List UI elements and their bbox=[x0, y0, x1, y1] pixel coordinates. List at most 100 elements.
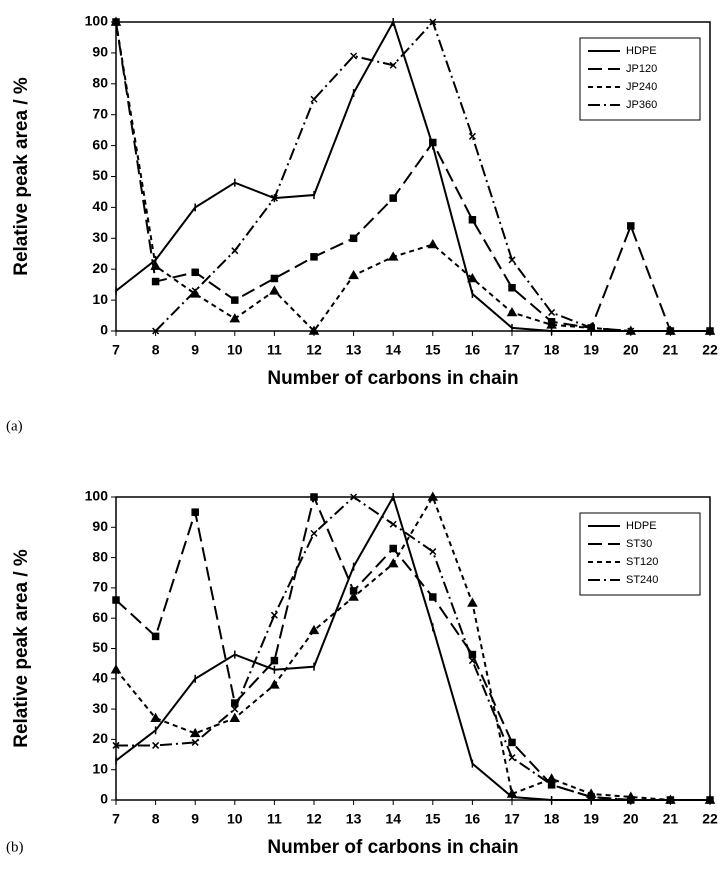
x-tick-label: 13 bbox=[346, 342, 362, 358]
panel-label: (b) bbox=[6, 839, 24, 855]
x-tick-label: 9 bbox=[191, 811, 199, 827]
panel-label: (a) bbox=[6, 418, 23, 434]
x-tick-label: 17 bbox=[504, 342, 520, 358]
y-tick-label: 70 bbox=[92, 105, 108, 121]
y-tick-label: 50 bbox=[92, 639, 108, 655]
marker bbox=[429, 138, 437, 147]
x-tick-label: 10 bbox=[227, 811, 243, 827]
marker bbox=[270, 611, 278, 619]
y-tick-label: 10 bbox=[92, 760, 108, 776]
y-tick-label: 90 bbox=[92, 518, 108, 534]
marker bbox=[706, 327, 714, 335]
x-tick-label: 7 bbox=[112, 342, 120, 358]
marker bbox=[468, 132, 476, 140]
marker bbox=[191, 738, 199, 746]
legend-label: JP120 bbox=[626, 63, 657, 75]
marker bbox=[506, 306, 518, 317]
legend-label: ST120 bbox=[626, 556, 658, 568]
y-tick-label: 100 bbox=[85, 13, 109, 29]
marker bbox=[627, 222, 635, 230]
plot-frame bbox=[115, 496, 711, 801]
marker bbox=[389, 520, 397, 528]
marker bbox=[151, 277, 160, 286]
marker bbox=[112, 741, 120, 749]
y-tick-label: 80 bbox=[92, 548, 108, 564]
x-tick-label: 13 bbox=[346, 811, 362, 827]
marker bbox=[467, 597, 478, 607]
marker bbox=[627, 796, 635, 804]
marker bbox=[110, 664, 122, 674]
legend-box bbox=[579, 37, 701, 121]
marker bbox=[152, 327, 160, 335]
marker bbox=[429, 593, 437, 601]
marker bbox=[310, 95, 318, 103]
marker bbox=[150, 260, 161, 270]
marker bbox=[112, 596, 120, 604]
y-tick-label: 70 bbox=[92, 579, 108, 595]
series-line bbox=[115, 21, 710, 333]
series-line bbox=[115, 494, 710, 801]
marker bbox=[229, 712, 241, 722]
y-tick-label: 10 bbox=[92, 291, 108, 307]
marker bbox=[427, 238, 439, 249]
marker bbox=[270, 274, 279, 283]
y-tick-label: 40 bbox=[92, 670, 108, 686]
marker bbox=[706, 796, 714, 804]
marker bbox=[468, 216, 477, 224]
marker bbox=[587, 324, 595, 332]
marker bbox=[467, 272, 478, 283]
series-line bbox=[115, 19, 710, 332]
x-tick-label: 18 bbox=[544, 811, 560, 827]
x-tick-label: 8 bbox=[152, 811, 160, 827]
x-axis-title: Number of carbons in chain bbox=[267, 837, 518, 858]
marker bbox=[468, 657, 476, 665]
y-tick-label: 80 bbox=[92, 75, 108, 91]
x-tick-label: 12 bbox=[306, 811, 322, 827]
marker bbox=[666, 327, 674, 335]
marker bbox=[627, 327, 635, 335]
marker bbox=[508, 754, 516, 762]
marker bbox=[191, 268, 199, 277]
marker bbox=[350, 493, 358, 501]
y-tick-label: 90 bbox=[92, 44, 108, 60]
marker bbox=[110, 16, 122, 26]
y-tick-label: 0 bbox=[100, 791, 108, 807]
marker bbox=[349, 234, 358, 243]
marker bbox=[308, 624, 320, 635]
marker bbox=[389, 544, 397, 553]
x-tick-label: 19 bbox=[583, 811, 599, 827]
x-tick-label: 14 bbox=[385, 342, 401, 358]
x-tick-label: 7 bbox=[112, 811, 120, 827]
x-tick-label: 11 bbox=[267, 342, 282, 358]
marker bbox=[508, 738, 516, 747]
marker bbox=[389, 194, 397, 202]
marker bbox=[350, 52, 358, 60]
marker bbox=[546, 319, 557, 329]
marker bbox=[270, 194, 278, 202]
series-line bbox=[116, 495, 710, 801]
marker bbox=[229, 313, 241, 323]
y-tick-label: 20 bbox=[92, 260, 108, 276]
marker bbox=[189, 727, 201, 738]
marker bbox=[508, 256, 516, 264]
marker bbox=[348, 591, 359, 601]
x-tick-label: 18 bbox=[544, 342, 560, 358]
x-tick-label: 11 bbox=[267, 811, 282, 827]
x-tick-label: 16 bbox=[465, 342, 481, 358]
marker bbox=[310, 253, 318, 261]
marker bbox=[231, 705, 239, 713]
marker bbox=[152, 741, 160, 749]
x-tick-label: 12 bbox=[306, 342, 322, 358]
y-tick-label: 0 bbox=[100, 322, 108, 338]
marker bbox=[310, 529, 318, 537]
y-tick-label: 30 bbox=[92, 229, 108, 245]
plot-frame bbox=[115, 21, 711, 332]
x-tick-label: 17 bbox=[504, 811, 520, 827]
marker bbox=[666, 796, 674, 804]
marker bbox=[387, 251, 399, 261]
marker bbox=[548, 781, 556, 789]
marker bbox=[231, 247, 239, 255]
marker bbox=[429, 18, 437, 26]
marker bbox=[308, 325, 320, 335]
marker bbox=[506, 788, 518, 798]
